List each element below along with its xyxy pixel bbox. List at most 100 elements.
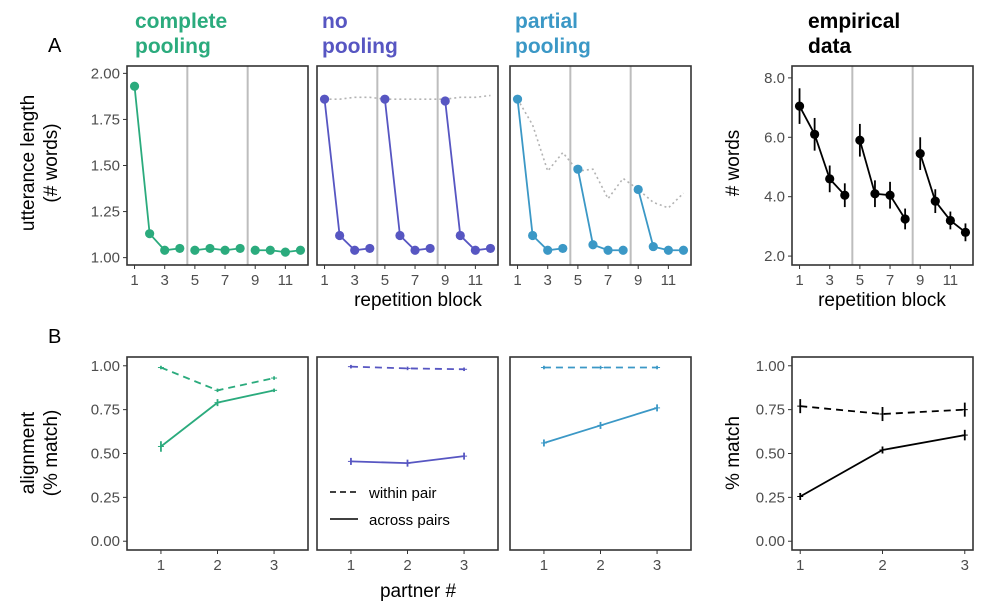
xtick-label-B_partial-2: 3 (653, 557, 661, 574)
xtick-label-A_complete-1: 3 (161, 272, 169, 289)
row-a-ylabel-line2: (# words) (41, 123, 62, 202)
series-line-A_empirical-0-2 (919, 153, 967, 234)
xtick-label-A_empirical-2: 5 (856, 272, 864, 289)
ytick-label-B_complete-2: 0.50 (91, 446, 120, 463)
chart-B_partial: 1 2 3 (509, 356, 692, 574)
point-A_complete-11 (295, 245, 306, 255)
title-complete-line2: pooling (135, 35, 211, 58)
point-A_none-0 (319, 94, 330, 104)
title-partial-line2: pooling (515, 35, 591, 58)
legend: within pair across pairs (330, 485, 450, 529)
series-line-A_complete-0-0 (133, 86, 180, 252)
title-none-line1: no (322, 10, 348, 33)
series-line-B_empirical-0-0 (800, 405, 965, 415)
point-A_partial-4 (573, 164, 583, 174)
series-line-B_empirical-1-0 (799, 434, 965, 498)
point-A_empirical-5 (870, 189, 880, 199)
ytick-label-B_empirical-0: 0.00 (756, 533, 785, 550)
point-A_empirical-4 (855, 135, 865, 145)
xtick-label-A_complete-4: 9 (251, 272, 259, 289)
point-A_partial-9 (648, 241, 658, 252)
point-A_complete-8 (250, 245, 260, 255)
point-A_complete-5 (205, 243, 215, 254)
ytick-label-A_empirical-0: 2.0 (764, 248, 785, 265)
row-a-xlabel: repetition block (354, 290, 482, 311)
point-A_partial-8 (633, 184, 643, 195)
point-A_none-3 (365, 243, 375, 254)
xtick-label-B_complete-1: 2 (213, 557, 221, 574)
xtick-label-B_none-0: 1 (347, 557, 355, 574)
point-A_none-9 (455, 230, 465, 241)
ytick-label-B_empirical-3: 0.75 (756, 402, 785, 419)
chart-A_complete: 1.00 1.25 1.50 1.75 2.00 1 3 5 7 9 11 (91, 65, 309, 289)
point-A_empirical-1 (810, 129, 820, 139)
xtick-label-A_partial-1: 3 (544, 272, 552, 289)
ytick-label-B_complete-3: 0.75 (91, 402, 120, 419)
series-line-A_partial-0-0 (516, 99, 563, 252)
ytick-label-A_complete-2: 1.50 (91, 158, 120, 175)
ytick-label-A_empirical-2: 6.0 (764, 129, 785, 146)
legend-across-label: across pairs (369, 512, 450, 529)
panel-frame-A_complete (126, 65, 309, 266)
row-b-ylabel-line1: alignment (18, 411, 39, 494)
legend-within-label: within pair (368, 485, 437, 502)
panel-frame-B_complete (126, 356, 309, 551)
point-A_complete-3 (175, 243, 185, 254)
xtick-label-A_complete-5: 11 (278, 272, 294, 289)
series-line-B_complete-0-0 (160, 366, 275, 392)
xtick-label-A_empirical-1: 3 (826, 272, 834, 289)
ytick-label-A_complete-0: 1.00 (91, 250, 120, 267)
point-A_empirical-0 (794, 101, 805, 111)
xtick-label-B_none-1: 2 (403, 557, 411, 574)
xtick-label-A_partial-0: 1 (513, 272, 521, 289)
xtick-label-B_none-2: 3 (460, 557, 468, 574)
panel-label-a: A (48, 35, 62, 57)
point-A_none-2 (350, 245, 360, 255)
point-A_empirical-9 (930, 196, 940, 206)
point-A_complete-4 (190, 245, 200, 255)
row-b-xlabel: partner # (380, 581, 456, 602)
xtick-label-A_empirical-4: 9 (916, 272, 924, 289)
xtick-label-B_complete-0: 1 (157, 557, 165, 574)
xtick-label-B_partial-1: 2 (596, 557, 604, 574)
series-line-A_partial-0-1 (576, 169, 624, 252)
xtick-label-A_complete-2: 5 (191, 272, 199, 289)
chart-A_empirical: 2.0 4.0 6.0 8.0 1 3 5 7 9 11 (764, 65, 974, 289)
point-A_complete-7 (235, 243, 245, 254)
point-A_complete-9 (265, 245, 275, 255)
chart-B_complete: 0.00 0.25 0.50 0.75 1.00 1 2 3 (91, 356, 309, 574)
point-A_partial-3 (558, 243, 568, 254)
ytick-label-B_empirical-4: 1.00 (756, 358, 785, 375)
chart-B_empirical: 0.00 0.25 0.50 0.75 1.00 1 2 3 (756, 356, 974, 574)
reference-line-A_partial (516, 98, 685, 209)
xtick-label-B_partial-0: 1 (540, 557, 548, 574)
point-A_complete-6 (220, 245, 230, 255)
point-A_partial-2 (543, 245, 553, 255)
xtick-label-A_partial-2: 5 (574, 272, 582, 289)
point-A_complete-0 (129, 81, 140, 91)
point-A_partial-0 (512, 94, 523, 104)
series-line-A_partial-0-2 (637, 189, 684, 252)
point-A_partial-1 (528, 230, 538, 241)
xtick-label-B_empirical-2: 3 (961, 557, 969, 574)
title-partial-line1: partial (515, 10, 578, 33)
point-A_partial-11 (678, 245, 689, 255)
ytick-label-A_empirical-3: 8.0 (764, 70, 785, 87)
chart-B_none: 1 2 3 (316, 356, 499, 574)
xtick-label-A_partial-3: 7 (604, 272, 612, 289)
row-a-ylabel-line1: utterance length (18, 95, 39, 231)
point-A_empirical-7 (900, 214, 910, 224)
ytick-label-B_empirical-1: 0.25 (756, 489, 785, 506)
xtick-label-A_empirical-0: 1 (795, 272, 803, 289)
ytick-label-B_empirical-2: 0.50 (756, 446, 785, 463)
series-line-A_complete-0-2 (255, 249, 301, 254)
reference-line-A_none (324, 94, 491, 100)
xtick-label-A_partial-4: 9 (634, 272, 642, 289)
point-A_complete-1 (145, 229, 155, 239)
point-A_empirical-2 (825, 174, 835, 184)
title-none-line2: pooling (322, 35, 398, 58)
series-line-B_complete-1-0 (160, 389, 275, 448)
series-line-B_none-0-0 (350, 365, 465, 371)
point-A_empirical-11 (960, 227, 971, 237)
